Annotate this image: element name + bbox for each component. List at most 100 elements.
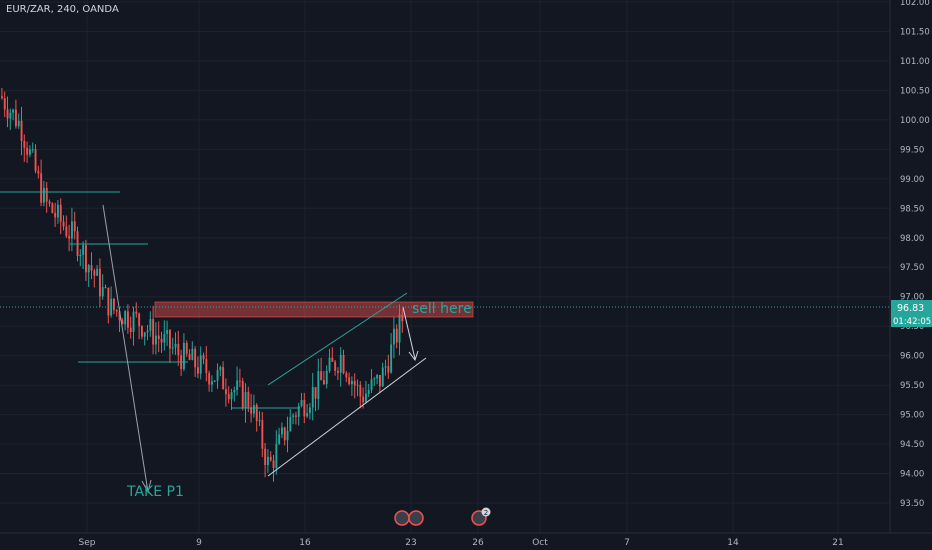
candle-body — [247, 391, 250, 408]
take-profit-label[interactable]: TAKE P1 — [126, 484, 184, 500]
candle-body — [356, 384, 359, 386]
candle-body — [393, 328, 395, 345]
sell-arrow-head — [408, 350, 419, 362]
price-tick-label: 99.00 — [900, 175, 924, 185]
candle-body — [62, 221, 65, 227]
event-markers[interactable]: 2 — [394, 507, 491, 526]
candle-body — [281, 427, 283, 435]
candle-body — [320, 371, 323, 381]
candle-body — [225, 389, 227, 395]
candle-body — [255, 405, 258, 422]
candle-body — [149, 319, 152, 331]
candle-body — [244, 391, 247, 409]
price-tick-label: 101.00 — [900, 57, 930, 67]
sell-here-label[interactable]: sell here — [412, 301, 472, 317]
candle-body — [351, 380, 353, 384]
candle-body — [233, 389, 236, 393]
countdown-value: 01:42:05 — [893, 317, 931, 327]
candle-body — [269, 456, 272, 461]
time-tick-label: 21 — [832, 538, 843, 548]
channel-upper-line[interactable] — [267, 292, 408, 386]
candle-body — [219, 367, 222, 371]
sell-zone-rectangle[interactable] — [154, 301, 474, 318]
candle-body — [146, 330, 149, 333]
candle-body — [57, 204, 59, 218]
candle-body — [113, 298, 115, 311]
event-count-text: 2 — [484, 509, 488, 517]
candle-body — [278, 434, 281, 444]
candle-body — [23, 140, 26, 148]
price-tick-label: 97.00 — [900, 293, 924, 303]
candle-body — [384, 366, 387, 368]
candle-body — [127, 311, 129, 328]
drawings[interactable]: sell here TAKE P1 — [0, 191, 890, 500]
candle-body — [51, 203, 54, 213]
candle-body — [188, 353, 191, 360]
candle-body — [87, 265, 90, 273]
candle-body — [334, 361, 337, 371]
time-tick-label: 9 — [196, 538, 202, 548]
candle-body — [395, 328, 398, 343]
time-tick-label: Sep — [79, 538, 96, 548]
candle-body — [367, 390, 370, 394]
candle-body — [141, 326, 143, 337]
candle-body — [71, 221, 73, 239]
candle-body — [99, 268, 101, 297]
price-axis[interactable]: 102.00 101.50 101.00 100.50 100.00 99.50 99.00… — [889, 0, 930, 533]
candle-body — [258, 420, 261, 422]
candle-body — [15, 109, 17, 127]
candle-body — [29, 149, 31, 155]
time-tick-label: 16 — [299, 538, 311, 548]
candle-body — [93, 270, 96, 276]
candle-body — [337, 370, 339, 373]
candle-body — [286, 431, 289, 441]
event-marker-icon[interactable] — [408, 510, 424, 526]
candle-body — [12, 109, 15, 113]
candle-body — [191, 348, 194, 360]
candle-body — [345, 373, 348, 378]
channel-lower-line[interactable] — [267, 357, 427, 477]
price-tick-label: 96.50 — [900, 322, 924, 332]
candle-body — [253, 405, 255, 414]
grid — [0, 0, 890, 533]
candle-body — [171, 347, 174, 349]
candle-body — [90, 265, 93, 271]
price-tick-label: 100.50 — [900, 86, 930, 96]
candle-body — [292, 415, 295, 417]
candle-body — [3, 98, 6, 110]
candle-body — [45, 187, 48, 202]
take-profit-arrow-head — [141, 479, 152, 494]
candle-body — [34, 149, 37, 172]
sell-arrow-line[interactable] — [402, 306, 416, 360]
candle-body — [241, 381, 244, 409]
candle-body — [390, 344, 393, 373]
candle-body — [155, 335, 157, 345]
candle-body — [152, 319, 155, 345]
candle-body — [314, 387, 317, 399]
candle-body — [31, 149, 34, 151]
candle-body — [20, 120, 23, 141]
candle-body — [275, 443, 278, 469]
price-tick-label: 93.50 — [900, 499, 924, 509]
candle-body — [85, 245, 87, 273]
event-marker-icon[interactable] — [394, 510, 410, 526]
candle-body — [309, 407, 311, 414]
candle-body — [129, 327, 132, 332]
candle-body — [227, 394, 230, 400]
candle-body — [325, 370, 328, 385]
countdown-tag — [891, 314, 932, 327]
candle-body — [311, 387, 314, 408]
candle-body — [68, 236, 71, 239]
candle-body — [194, 348, 197, 368]
take-profit-arrow-line[interactable] — [102, 204, 149, 493]
time-axis[interactable]: Sep 9 16 23 26 Oct 7 14 21 — [0, 532, 932, 548]
candle-body — [381, 367, 384, 387]
candle-body — [267, 456, 269, 466]
candle-body — [376, 375, 379, 379]
candle-body — [138, 313, 141, 327]
candle-body — [250, 407, 253, 414]
symbol-title[interactable]: EUR/ZAR, 240, OANDA — [6, 4, 119, 15]
candle-body — [272, 460, 275, 469]
